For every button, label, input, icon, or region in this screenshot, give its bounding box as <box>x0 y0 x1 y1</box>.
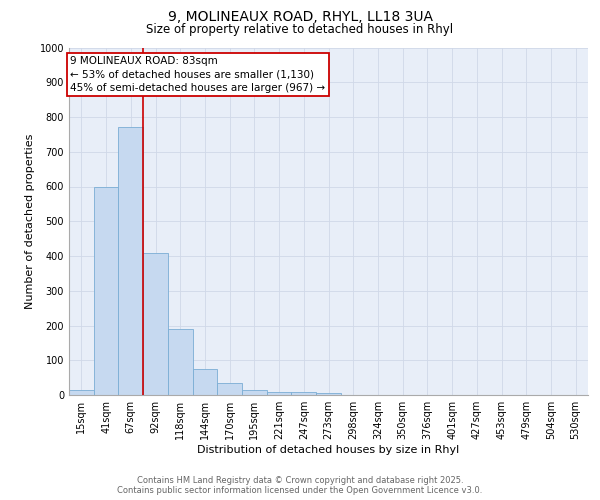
Bar <box>168 329 193 395</box>
Bar <box>94 186 118 395</box>
Text: 9 MOLINEAUX ROAD: 83sqm
← 53% of detached houses are smaller (1,130)
45% of semi: 9 MOLINEAUX ROAD: 83sqm ← 53% of detache… <box>70 56 325 92</box>
Bar <box>316 393 341 395</box>
Bar <box>292 392 316 395</box>
Text: 9, MOLINEAUX ROAD, RHYL, LL18 3UA: 9, MOLINEAUX ROAD, RHYL, LL18 3UA <box>167 10 433 24</box>
Bar <box>69 390 94 395</box>
Text: Contains HM Land Registry data © Crown copyright and database right 2025.
Contai: Contains HM Land Registry data © Crown c… <box>118 476 482 495</box>
Bar <box>118 128 143 395</box>
Bar <box>193 369 217 395</box>
X-axis label: Distribution of detached houses by size in Rhyl: Distribution of detached houses by size … <box>197 445 460 455</box>
Bar <box>242 390 267 395</box>
Bar <box>217 383 242 395</box>
Bar <box>143 252 168 395</box>
Bar <box>267 392 292 395</box>
Y-axis label: Number of detached properties: Number of detached properties <box>25 134 35 309</box>
Text: Size of property relative to detached houses in Rhyl: Size of property relative to detached ho… <box>146 22 454 36</box>
